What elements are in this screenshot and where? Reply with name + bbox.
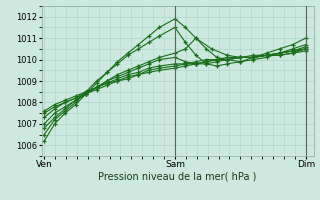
X-axis label: Pression niveau de la mer( hPa ): Pression niveau de la mer( hPa ) — [99, 172, 257, 182]
